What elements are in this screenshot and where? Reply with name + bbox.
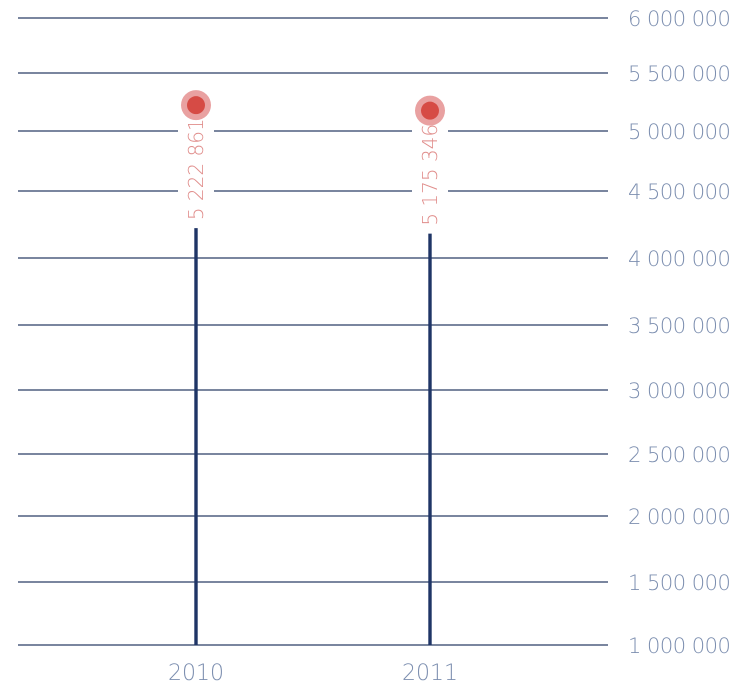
lollipop-marker — [421, 101, 439, 120]
x-axis-tick-labels: 2010 2011 — [168, 661, 458, 685]
y-tick-label: 1 500 000 — [628, 571, 730, 595]
y-tick-label: 3 000 000 — [628, 379, 730, 403]
lollipop-marker — [187, 96, 205, 115]
y-tick-label: 5 000 000 — [628, 120, 730, 144]
y-tick-label: 1 000 000 — [628, 634, 730, 658]
y-tick-label: 2 000 000 — [628, 505, 730, 529]
value-label-background — [412, 126, 448, 234]
y-axis-tick-labels: 1 000 000 1 500 000 2 000 000 2 500 000 3 00… — [628, 7, 731, 658]
value-label: 5 175 346 — [418, 124, 442, 226]
data-marks: 5 222 861 5 175 346 — [178, 90, 448, 645]
x-tick-label: 2011 — [402, 661, 458, 685]
y-tick-label: 4 000 000 — [628, 247, 730, 271]
y-tick-label: 5 500 000 — [628, 62, 730, 86]
y-tick-label: 4 500 000 — [628, 180, 730, 204]
y-tick-label: 2 500 000 — [628, 443, 730, 467]
x-tick-label: 2010 — [168, 661, 224, 685]
y-tick-label: 3 500 000 — [628, 314, 730, 338]
value-label-background — [178, 121, 214, 229]
y-tick-label: 6 000 000 — [628, 7, 730, 31]
value-label: 5 222 861 — [184, 118, 208, 220]
gridlines — [18, 17, 608, 646]
